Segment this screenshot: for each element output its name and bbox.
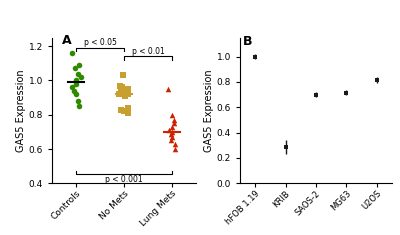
Point <box>118 108 125 111</box>
Point <box>125 106 132 110</box>
Point <box>125 87 131 91</box>
Point <box>125 92 131 96</box>
Point <box>72 67 79 70</box>
Point <box>118 89 124 93</box>
Point <box>75 72 81 75</box>
Point <box>166 128 172 132</box>
Point <box>120 73 126 77</box>
Point <box>120 90 127 94</box>
Y-axis label: GAS5 Expression: GAS5 Expression <box>16 69 26 152</box>
Point <box>165 87 172 91</box>
Point <box>69 51 75 55</box>
Point <box>74 99 81 103</box>
Point <box>168 125 175 129</box>
Point <box>73 92 79 96</box>
Point <box>168 132 174 135</box>
Text: p < 0.05: p < 0.05 <box>84 38 116 47</box>
Point <box>168 139 174 142</box>
Point <box>73 82 79 86</box>
Text: B: B <box>242 35 252 48</box>
Point <box>168 135 175 139</box>
Text: p < 0.001: p < 0.001 <box>105 175 143 184</box>
Text: A: A <box>62 34 71 47</box>
Point <box>73 78 80 82</box>
Y-axis label: GAS5 Expression: GAS5 Expression <box>204 69 214 152</box>
Point <box>121 110 128 113</box>
Point <box>116 92 123 96</box>
Point <box>119 86 125 89</box>
Point <box>122 94 128 98</box>
Point <box>69 86 75 89</box>
Point <box>76 63 82 67</box>
Point <box>172 142 178 146</box>
Point <box>169 113 176 117</box>
Point <box>169 130 175 134</box>
Point <box>171 147 178 151</box>
Point <box>70 89 77 93</box>
Point <box>171 118 178 122</box>
Point <box>77 75 84 79</box>
Point <box>125 111 131 115</box>
Text: p < 0.01: p < 0.01 <box>132 47 164 56</box>
Point <box>170 121 177 125</box>
Point <box>117 84 123 87</box>
Point <box>76 104 82 108</box>
